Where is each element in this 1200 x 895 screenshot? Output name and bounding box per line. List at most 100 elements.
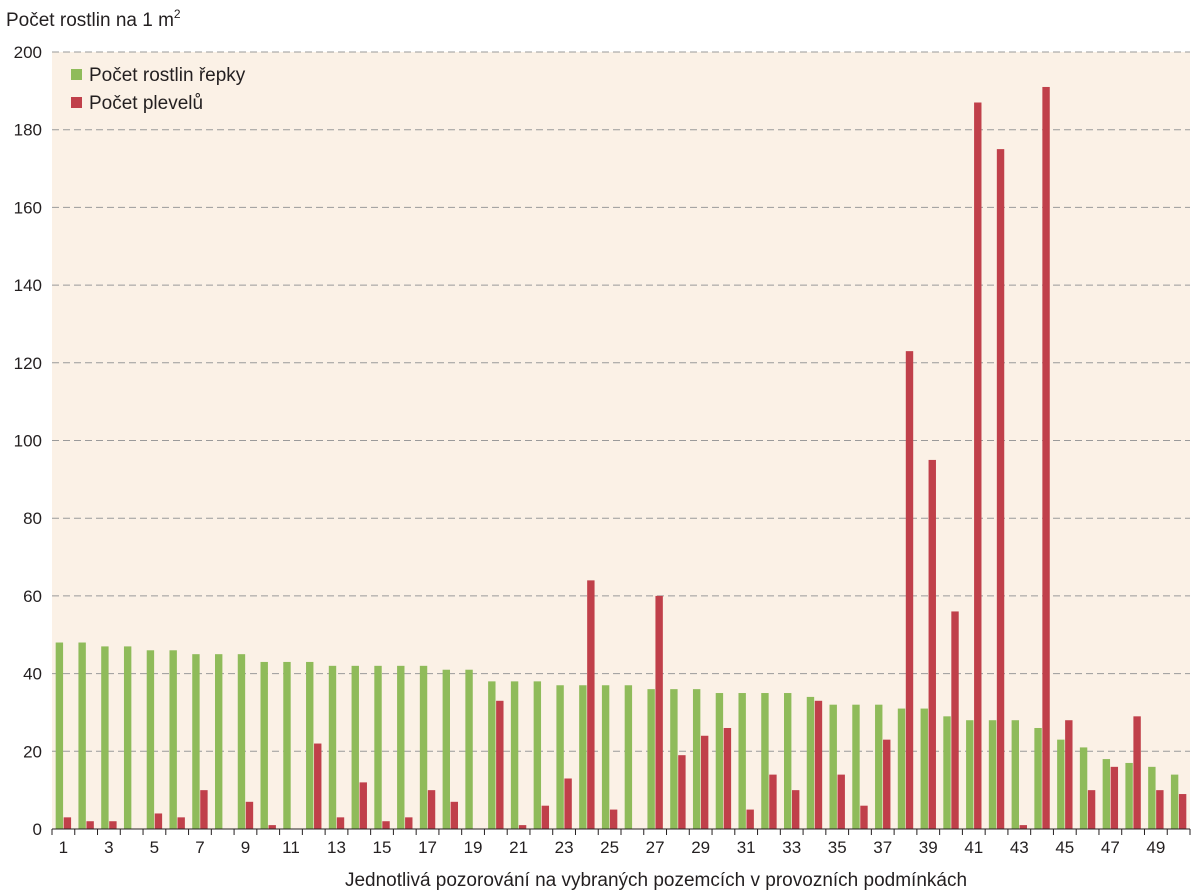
y-tick-label: 80: [23, 509, 42, 528]
bar-rapeseed: [624, 685, 633, 829]
bar-rapeseed: [146, 650, 155, 829]
bar-weeds: [1110, 766, 1119, 829]
bar-rapeseed: [488, 681, 496, 829]
bar-weeds: [723, 727, 732, 829]
bar-weeds: [655, 595, 663, 829]
bar-weeds: [154, 813, 163, 829]
y-tick-label: 60: [23, 587, 42, 606]
y-axis-ticks: 0 20 40 60 80 100 120 140 160 180 200: [14, 43, 42, 839]
x-tick-label: 41: [964, 838, 983, 857]
bar-rapeseed: [78, 642, 86, 829]
bar-weeds: [1156, 790, 1164, 829]
bar-rapeseed: [1170, 774, 1179, 829]
bar-weeds: [63, 817, 72, 829]
x-tick-label: 9: [241, 838, 250, 857]
y-tick-label: 40: [23, 665, 42, 684]
bar-weeds: [928, 459, 936, 829]
bar-rapeseed: [1034, 727, 1042, 829]
y-axis-title-superscript: 2: [174, 7, 181, 21]
x-tick-label: 19: [464, 838, 483, 857]
legend: Počet rostlin řepky Počet plevelů: [71, 65, 246, 114]
bar-rapeseed: [829, 704, 837, 829]
bar-weeds: [382, 821, 390, 829]
bar-weeds: [974, 102, 982, 829]
y-tick-label: 180: [14, 121, 42, 140]
x-tick-label: 35: [828, 838, 847, 857]
y-tick-label: 20: [23, 742, 42, 761]
x-tick-label: 39: [919, 838, 938, 857]
x-tick-label: 43: [1010, 838, 1029, 857]
bar-weeds: [86, 821, 94, 829]
x-tick-label: 49: [1146, 838, 1165, 857]
bar-rapeseed: [328, 665, 337, 829]
x-tick-label: 1: [59, 838, 68, 857]
bar-rapeseed: [966, 720, 974, 829]
bars: [55, 86, 1187, 830]
bar-weeds: [109, 821, 117, 829]
bar-weeds: [564, 778, 572, 829]
bar-rapeseed: [692, 689, 701, 829]
bar-rapeseed: [1079, 747, 1088, 829]
bar-rapeseed: [738, 693, 746, 829]
bar-weeds: [951, 611, 959, 829]
bar-weeds: [769, 774, 777, 829]
x-axis-ticks: 1 3 5 7 9 11 13 15 17 19 21 23 25 27 29 31 33 35 37 39 41 43 4…: [51, 829, 1191, 857]
bar-weeds: [200, 790, 208, 829]
x-tick-label: 23: [555, 838, 574, 857]
y-tick-label: 120: [14, 354, 42, 373]
bar-rapeseed: [1125, 762, 1133, 829]
bar-weeds: [837, 774, 845, 829]
bar-rapeseed: [806, 696, 815, 829]
bar-rapeseed: [55, 642, 64, 829]
bar-rapeseed: [943, 716, 951, 829]
y-tick-label: 140: [14, 276, 42, 295]
x-tick-label: 3: [104, 838, 113, 857]
bar-rapeseed: [670, 689, 678, 829]
bar-weeds: [496, 700, 504, 829]
bar-weeds: [518, 825, 527, 829]
bar-weeds: [177, 817, 185, 829]
x-tick-label: 17: [418, 838, 437, 857]
y-axis-title: Počet rostlin na 1 m2: [6, 7, 181, 31]
bar-rapeseed: [351, 665, 359, 829]
bar-rapeseed: [101, 646, 109, 829]
bar-weeds: [405, 817, 413, 829]
x-tick-label: 29: [691, 838, 710, 857]
bar-rapeseed: [852, 704, 860, 829]
bar-rapeseed: [397, 665, 405, 829]
bar-weeds: [792, 790, 800, 829]
bar-weeds: [314, 743, 322, 829]
bar-weeds: [996, 149, 1005, 829]
bar-rapeseed: [761, 693, 769, 829]
x-tick-label: 47: [1101, 838, 1120, 857]
bar-rapeseed: [169, 650, 177, 829]
bar-weeds: [883, 739, 891, 829]
bar-rapeseed: [1102, 759, 1111, 829]
bar-weeds: [609, 809, 618, 829]
x-tick-label: 13: [327, 838, 346, 857]
legend-swatch-rapeseed: [71, 69, 82, 80]
bar-weeds: [587, 580, 595, 829]
legend-label-rapeseed: Počet rostlin řepky: [89, 65, 246, 86]
bar-weeds: [1178, 794, 1187, 829]
bar-rapeseed: [419, 665, 428, 829]
bar-weeds: [1019, 825, 1027, 829]
bar-rapeseed: [875, 704, 883, 829]
bar-rapeseed: [306, 661, 314, 829]
y-tick-label: 100: [14, 432, 42, 451]
bar-rapeseed: [123, 646, 132, 829]
bar-rapeseed: [533, 681, 542, 829]
bar-weeds: [905, 351, 914, 829]
bar-weeds: [268, 825, 276, 829]
x-tick-label: 5: [150, 838, 159, 857]
bar-rapeseed: [510, 681, 519, 829]
x-tick-label: 15: [373, 838, 392, 857]
bar-weeds: [359, 782, 367, 829]
bar-rapeseed: [1148, 766, 1156, 829]
bar-weeds: [541, 805, 550, 829]
bar-rapeseed: [556, 685, 564, 829]
x-tick-label: 31: [737, 838, 756, 857]
bar-rapeseed: [897, 708, 906, 829]
bar-weeds: [860, 805, 868, 829]
